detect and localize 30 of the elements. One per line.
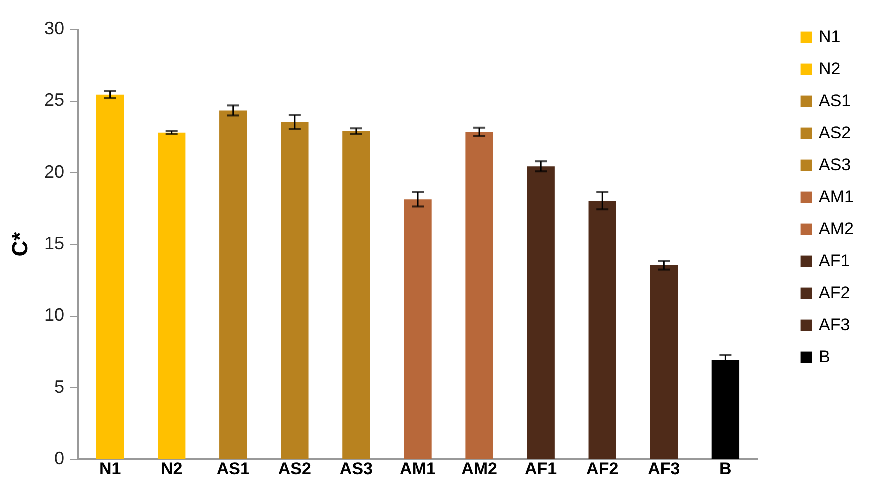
y-tick-label: 5 [54, 376, 64, 397]
legend-label: AM2 [819, 220, 854, 238]
x-tick-label: AM2 [462, 460, 498, 478]
legend-label: N2 [819, 60, 841, 78]
x-tick-label: N2 [160, 460, 183, 478]
legend-label: AF1 [819, 252, 850, 270]
y-tick-label: 30 [44, 18, 64, 38]
legend-label: AF2 [819, 284, 850, 302]
y-tick-label: 15 [44, 234, 64, 254]
legend-label: B [819, 348, 830, 366]
x-tick-label: N1 [99, 460, 122, 478]
y-tick-label: 10 [44, 305, 64, 326]
legend-label: AF3 [819, 316, 850, 334]
legend-label: AS1 [819, 92, 852, 110]
legend-label: N1 [819, 28, 841, 46]
x-tick-label: AS3 [340, 460, 373, 478]
x-tick-label: AS2 [278, 460, 312, 478]
y-tick-label: 0 [54, 448, 64, 468]
legend-label: AM1 [819, 188, 854, 206]
x-tick-label: AF2 [586, 460, 619, 478]
y-tick-label: 20 [44, 162, 64, 182]
legend-label: AS2 [819, 124, 852, 142]
x-tick-label: AF3 [648, 460, 680, 478]
x-tick-label: AF1 [525, 460, 558, 478]
y-tick-label: 25 [44, 90, 64, 110]
x-tick-label: B [720, 460, 732, 478]
y-axis-title: C* [7, 232, 32, 257]
x-tick-label: AM1 [400, 460, 436, 478]
legend-label: AS3 [819, 156, 852, 174]
x-tick-label: AS1 [216, 460, 250, 478]
